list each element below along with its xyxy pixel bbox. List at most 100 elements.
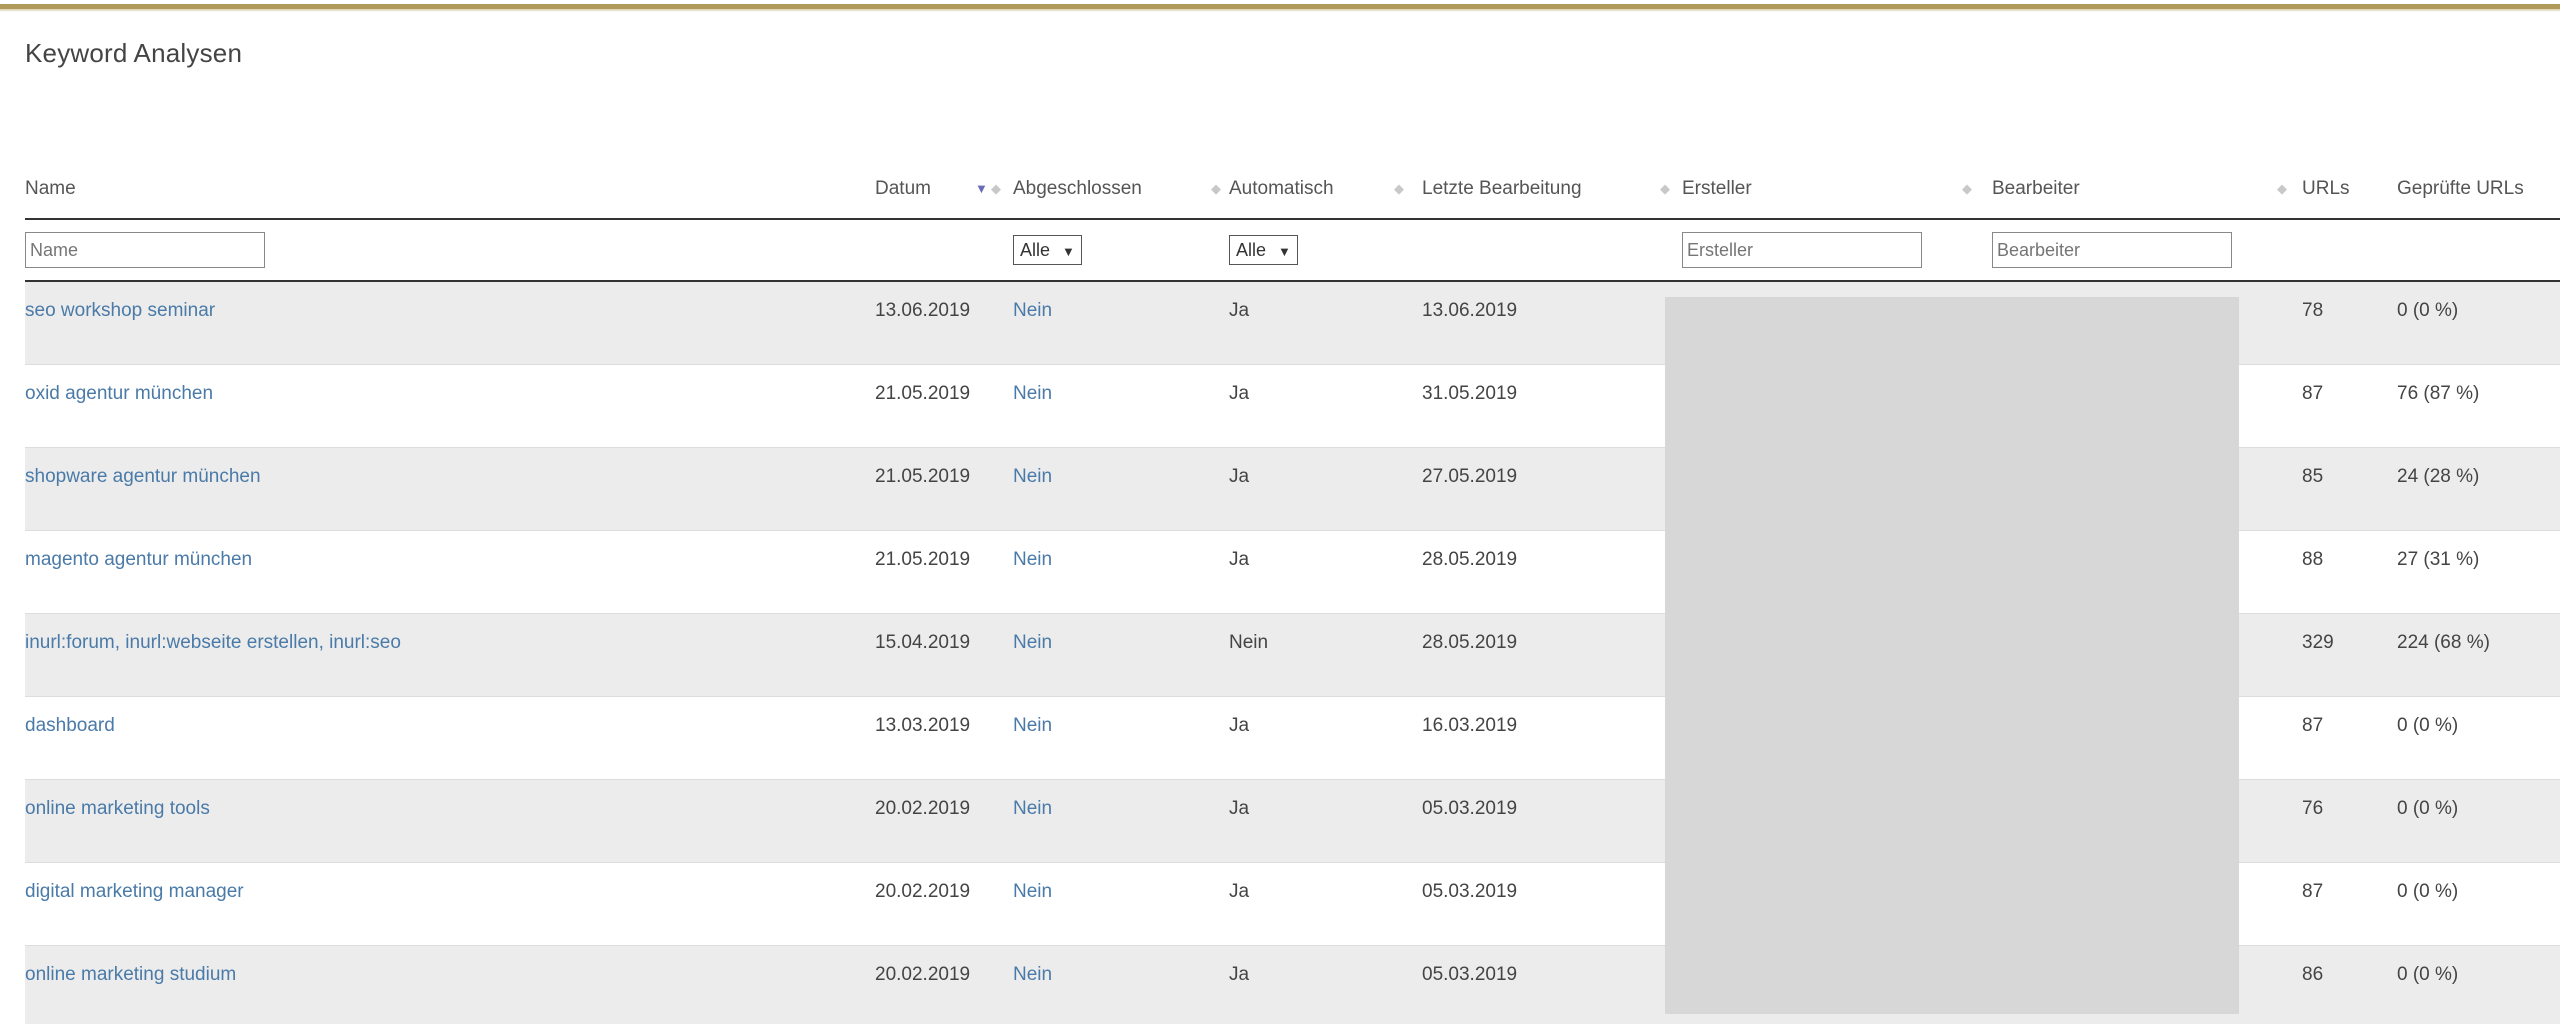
urls-cell: 329 <box>2302 632 2334 653</box>
gepruefte-urls-cell: 76 (87 %) <box>2397 383 2480 404</box>
letzte-bearbeitung-cell: 28.05.2019 <box>1422 632 1518 653</box>
triangle-down-icon: ▼ <box>1278 244 1291 259</box>
top-accent-line <box>0 4 2560 9</box>
abgeschlossen-cell[interactable]: Nein <box>1013 466 1053 487</box>
datum-cell: 20.02.2019 <box>875 964 971 985</box>
urls-cell: 88 <box>2302 549 2324 570</box>
urls-cell: 76 <box>2302 798 2324 819</box>
top-accent-shadow <box>0 9 2560 12</box>
column-header-gepruefte-urls[interactable]: Geprüfte URLs <box>2397 160 2560 219</box>
letzte-bearbeitung-cell: 05.03.2019 <box>1422 881 1518 902</box>
gepruefte-urls-cell: 0 (0 %) <box>2397 881 2459 902</box>
sort-both-icon[interactable]: ◆ <box>1962 181 1972 196</box>
keyword-analyses-table-container: Name Datum ▼ ◆ Abgeschlossen ◆ Automatis… <box>25 160 2560 1024</box>
automatisch-cell: Ja <box>1229 549 1250 570</box>
analysis-name-link[interactable]: oxid agentur münchen <box>25 383 214 404</box>
abgeschlossen-cell[interactable]: Nein <box>1013 383 1053 404</box>
abgeschlossen-cell[interactable]: Nein <box>1013 632 1053 653</box>
urls-cell: 87 <box>2302 383 2324 404</box>
column-header-bearbeiter-label: Bearbeiter <box>1992 178 2080 199</box>
abgeschlossen-cell[interactable]: Nein <box>1013 300 1053 321</box>
sort-both-icon[interactable]: ◆ <box>1394 181 1404 196</box>
analysis-name-link[interactable]: digital marketing manager <box>25 881 244 902</box>
table-row[interactable]: magento agentur münchen 21.05.2019 Nein … <box>25 530 2560 614</box>
automatisch-cell: Nein <box>1229 632 1269 653</box>
column-header-letzte-label: Letzte Bearbeitung <box>1422 178 1582 199</box>
analysis-name-link[interactable]: seo workshop seminar <box>25 300 216 321</box>
name-filter-input[interactable] <box>25 232 265 268</box>
redacted-user-block <box>1665 297 2239 1014</box>
abgeschlossen-cell[interactable]: Nein <box>1013 881 1053 902</box>
sort-both-icon[interactable]: ◆ <box>2277 181 2287 196</box>
automatisch-cell: Ja <box>1229 715 1250 736</box>
analysis-name-link[interactable]: dashboard <box>25 715 115 736</box>
column-header-urls-label: URLs <box>2302 178 2350 199</box>
column-header-datum-label: Datum <box>875 178 931 199</box>
analysis-name-link[interactable]: online marketing tools <box>25 798 210 819</box>
column-header-ersteller-label: Ersteller <box>1682 178 1752 199</box>
datum-cell: 20.02.2019 <box>875 798 971 819</box>
gepruefte-urls-cell: 0 (0 %) <box>2397 300 2459 321</box>
automatisch-filter-value: Alle <box>1236 240 1267 260</box>
datum-cell: 20.02.2019 <box>875 881 971 902</box>
sort-desc-icon[interactable]: ▼ <box>975 181 988 196</box>
datum-cell: 13.06.2019 <box>875 300 971 321</box>
automatisch-cell: Ja <box>1229 383 1250 404</box>
analysis-name-link[interactable]: magento agentur münchen <box>25 549 253 570</box>
keyword-analyses-table: Name Datum ▼ ◆ Abgeschlossen ◆ Automatis… <box>25 160 2560 1024</box>
abgeschlossen-cell[interactable]: Nein <box>1013 798 1053 819</box>
gepruefte-urls-cell: 0 (0 %) <box>2397 798 2459 819</box>
sort-both-icon[interactable]: ◆ <box>991 181 1001 196</box>
sort-both-icon[interactable]: ◆ <box>1211 181 1221 196</box>
automatisch-filter-select[interactable]: Alle ▼ <box>1229 235 1298 265</box>
analysis-name-link[interactable]: shopware agentur münchen <box>25 466 261 487</box>
gepruefte-urls-cell: 224 (68 %) <box>2397 632 2490 653</box>
column-header-name-label: Name <box>25 178 76 199</box>
column-header-letzte-bearbeitung[interactable]: ◆ Letzte Bearbeitung <box>1394 160 1682 219</box>
column-header-name[interactable]: Name <box>25 160 875 219</box>
letzte-bearbeitung-cell: 31.05.2019 <box>1422 383 1518 404</box>
abgeschlossen-cell[interactable]: Nein <box>1013 964 1053 985</box>
abgeschlossen-cell[interactable]: Nein <box>1013 549 1053 570</box>
abgeschlossen-filter-value: Alle <box>1020 240 1051 260</box>
datum-cell: 15.04.2019 <box>875 632 971 653</box>
automatisch-cell: Ja <box>1229 964 1250 985</box>
bearbeiter-filter-input[interactable] <box>1992 232 2232 268</box>
automatisch-cell: Ja <box>1229 798 1250 819</box>
letzte-bearbeitung-cell: 05.03.2019 <box>1422 964 1518 985</box>
datum-cell: 21.05.2019 <box>875 549 971 570</box>
column-header-abgeschlossen[interactable]: ◆ Abgeschlossen <box>991 160 1229 219</box>
column-header-gepruefte-label: Geprüfte URLs <box>2397 178 2524 199</box>
automatisch-cell: Ja <box>1229 300 1250 321</box>
letzte-bearbeitung-cell: 05.03.2019 <box>1422 798 1518 819</box>
gepruefte-urls-cell: 27 (31 %) <box>2397 549 2480 570</box>
gepruefte-urls-cell: 24 (28 %) <box>2397 466 2480 487</box>
datum-cell: 21.05.2019 <box>875 466 971 487</box>
column-header-bearbeiter[interactable]: ◆ Bearbeiter <box>1962 160 2302 219</box>
urls-cell: 87 <box>2302 881 2324 902</box>
gepruefte-urls-cell: 0 (0 %) <box>2397 964 2459 985</box>
letzte-bearbeitung-cell: 27.05.2019 <box>1422 466 1518 487</box>
sort-both-icon[interactable]: ◆ <box>1660 181 1670 196</box>
letzte-bearbeitung-cell: 28.05.2019 <box>1422 549 1518 570</box>
column-header-abgeschlossen-label: Abgeschlossen <box>1013 178 1142 199</box>
column-header-automatisch-label: Automatisch <box>1229 178 1334 199</box>
column-header-datum[interactable]: Datum ▼ <box>875 160 1013 219</box>
analysis-name-link[interactable]: online marketing studium <box>25 964 237 985</box>
automatisch-cell: Ja <box>1229 466 1250 487</box>
analysis-name-link[interactable]: inurl:forum, inurl:webseite erstellen, i… <box>25 632 401 653</box>
column-header-automatisch[interactable]: ◆ Automatisch <box>1211 160 1422 219</box>
datum-cell: 13.03.2019 <box>875 715 971 736</box>
urls-cell: 87 <box>2302 715 2324 736</box>
top-accent-bar <box>0 0 2560 12</box>
abgeschlossen-cell[interactable]: Nein <box>1013 715 1053 736</box>
urls-cell: 85 <box>2302 466 2324 487</box>
table-filter-row: Alle ▼ Alle ▼ <box>25 219 2560 282</box>
column-header-urls[interactable]: ◆ URLs <box>2277 160 2397 219</box>
table-header-row: Name Datum ▼ ◆ Abgeschlossen ◆ Automatis… <box>25 160 2560 219</box>
abgeschlossen-filter-select[interactable]: Alle ▼ <box>1013 235 1082 265</box>
datum-cell: 21.05.2019 <box>875 383 971 404</box>
column-header-ersteller[interactable]: ◆ Ersteller <box>1660 160 1992 219</box>
ersteller-filter-input[interactable] <box>1682 232 1922 268</box>
automatisch-cell: Ja <box>1229 881 1250 902</box>
